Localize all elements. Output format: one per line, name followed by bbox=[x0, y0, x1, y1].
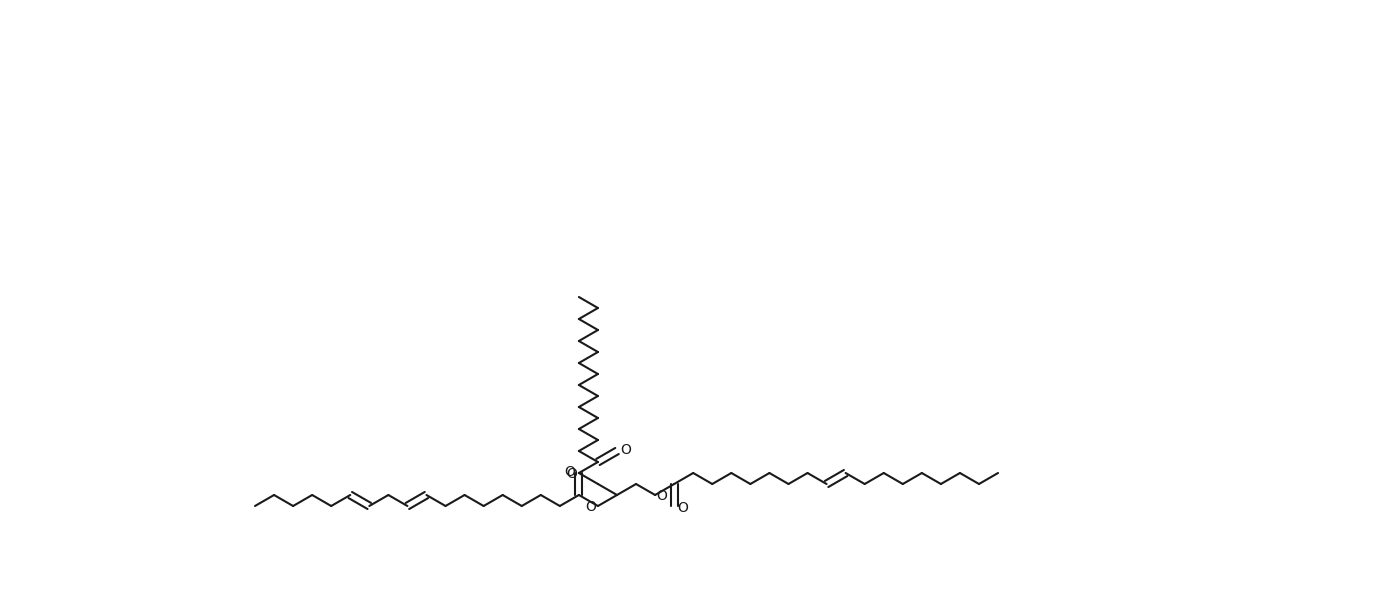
Text: O: O bbox=[585, 500, 596, 514]
Text: O: O bbox=[621, 443, 632, 457]
Text: O: O bbox=[657, 489, 668, 503]
Text: O: O bbox=[565, 465, 576, 479]
Text: O: O bbox=[566, 467, 577, 481]
Text: O: O bbox=[677, 501, 688, 515]
